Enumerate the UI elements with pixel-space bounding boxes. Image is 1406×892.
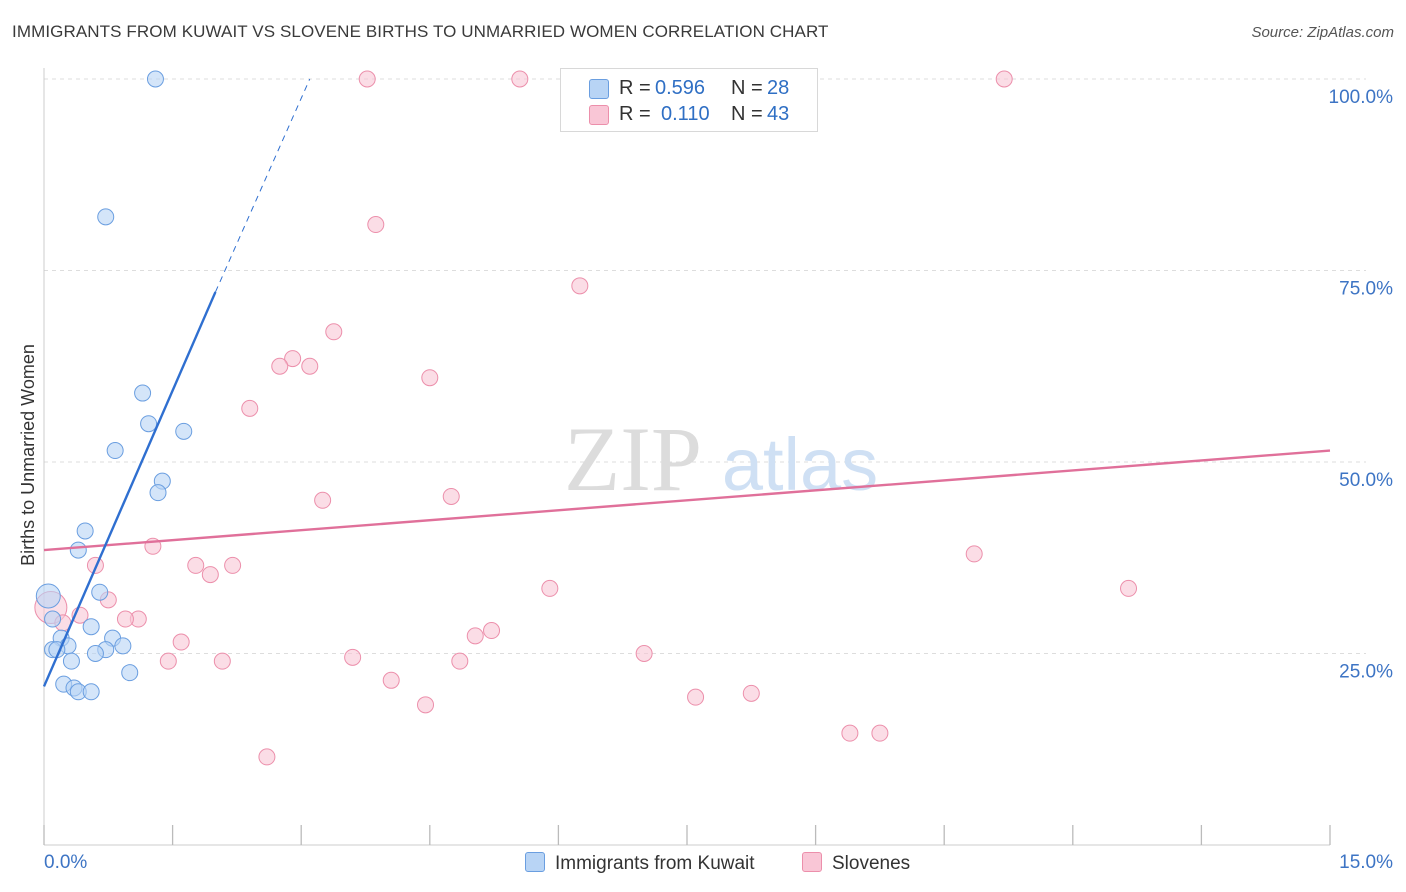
y-axis-label: Births to Unmarried Women: [18, 344, 38, 566]
point-slovenes-30: [172, 633, 190, 651]
legend-swatch-pink: [802, 852, 822, 872]
point-slovenes-18: [224, 556, 242, 574]
point-kuwait-11: [35, 583, 61, 609]
point-kuwait-10: [91, 583, 109, 601]
point-slovenes-38: [742, 684, 760, 702]
point-slovenes-36: [382, 671, 400, 689]
legend-label-slovenes: Slovenes: [832, 853, 911, 874]
point-kuwait-13: [82, 618, 100, 636]
legend-r-value: 0.110: [661, 103, 710, 125]
point-kuwait-8: [76, 522, 94, 540]
legend-n-value: 28: [767, 77, 790, 99]
trend-line-kuwait: [42, 291, 217, 687]
trend-line-kuwait-extension: [215, 78, 311, 293]
point-slovenes-10: [421, 369, 439, 387]
point-kuwait-3: [140, 415, 158, 433]
x-tick-label-0: 0.0%: [44, 852, 87, 873]
point-slovenes-0: [358, 70, 376, 88]
point-slovenes-12: [314, 491, 332, 509]
point-slovenes-28: [483, 622, 501, 640]
point-slovenes-8: [271, 357, 289, 375]
point-slovenes-40: [841, 724, 859, 742]
point-slovenes-29: [466, 627, 484, 645]
point-kuwait-5: [106, 442, 124, 460]
point-kuwait-12: [44, 610, 62, 628]
point-slovenes-21: [1120, 579, 1138, 597]
point-slovenes-33: [451, 652, 469, 670]
y-tick-label-3: 100.0%: [1329, 87, 1394, 108]
point-kuwait-0: [146, 70, 164, 88]
y-tick-label-2: 75.0%: [1339, 279, 1393, 300]
point-kuwait-21: [86, 645, 104, 662]
point-kuwait-4: [175, 422, 193, 440]
point-slovenes-3: [995, 70, 1013, 88]
point-slovenes-5: [571, 277, 589, 295]
series-kuwait: [35, 70, 193, 701]
point-slovenes-37: [687, 688, 705, 706]
point-kuwait-23: [121, 664, 139, 682]
legend-n-label: N =: [731, 77, 763, 99]
point-kuwait-1: [97, 208, 115, 226]
y-tick-label-1: 50.0%: [1339, 470, 1393, 491]
chart-title: IMMIGRANTS FROM KUWAIT VS SLOVENE BIRTHS…: [12, 22, 829, 41]
point-slovenes-9: [301, 357, 319, 375]
point-slovenes-39: [417, 696, 435, 714]
legend-item-slovenes: Slovenes: [802, 852, 910, 875]
point-slovenes-35: [213, 652, 231, 670]
legend-r-label: R =: [619, 103, 651, 125]
legend-swatch-pink: [589, 105, 609, 125]
point-kuwait-2: [134, 384, 152, 402]
legend-r-label: R =: [619, 77, 651, 99]
point-kuwait-22: [62, 652, 80, 670]
legend-swatch-blue: [525, 852, 545, 872]
legend-swatch-blue: [589, 79, 609, 99]
point-slovenes-13: [442, 487, 460, 505]
point-kuwait-27: [82, 683, 100, 701]
trend-lines: [42, 78, 1331, 687]
point-slovenes-6: [325, 323, 343, 341]
source-credit: Source: ZipAtlas.com: [1251, 24, 1394, 41]
legend-n-label: N =: [731, 103, 763, 125]
point-kuwait-17: [114, 637, 132, 655]
point-slovenes-31: [635, 645, 653, 662]
point-kuwait-7: [149, 484, 167, 502]
point-slovenes-34: [159, 652, 177, 670]
watermark-zip: ZIP: [564, 408, 702, 510]
point-slovenes-20: [541, 579, 559, 597]
point-slovenes-32: [344, 648, 362, 666]
point-slovenes-4: [367, 216, 385, 234]
trend-line-slovenes: [43, 449, 1331, 552]
point-slovenes-41: [871, 724, 889, 742]
legend-label-kuwait: Immigrants from Kuwait: [555, 853, 755, 874]
point-slovenes-26: [116, 610, 134, 628]
point-slovenes-7: [284, 350, 302, 368]
point-slovenes-17: [187, 556, 205, 574]
x-tick-label-1: 15.0%: [1339, 852, 1393, 873]
legend-r-value: 0.596: [655, 77, 706, 99]
correlation-legend: R = 0.596 N = 28 R = 0.110 N = 43: [560, 68, 818, 132]
legend-item-kuwait: Immigrants from Kuwait: [525, 852, 755, 875]
watermark-atlas: atlas: [722, 423, 878, 506]
point-slovenes-42: [258, 748, 276, 766]
tick-labels: 25.0% 50.0% 75.0% 100.0% 0.0% 15.0%: [44, 87, 1393, 873]
point-slovenes-11: [241, 399, 259, 417]
point-slovenes-15: [965, 545, 983, 563]
y-tick-label-0: 25.0%: [1339, 662, 1393, 683]
point-slovenes-1: [511, 70, 529, 88]
grid-lines: [44, 78, 1366, 654]
legend-n-value: 43: [767, 103, 790, 125]
point-kuwait-9: [69, 541, 87, 559]
point-slovenes-19: [201, 566, 219, 584]
axes: [43, 68, 1331, 846]
